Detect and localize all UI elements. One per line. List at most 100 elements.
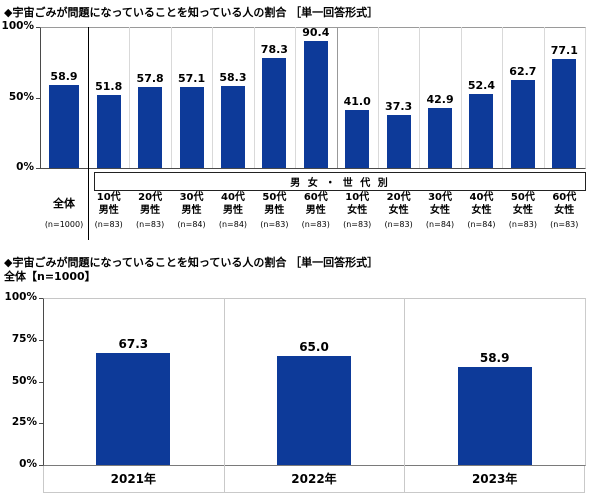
y-axis-tick-mark — [36, 168, 40, 169]
y-axis-tick-mark — [39, 298, 43, 299]
column-grid-line — [543, 27, 545, 168]
bar-value-label: 78.3 — [260, 42, 288, 56]
y-axis-tick-mark — [39, 381, 43, 383]
chart2-year-label-strip — [43, 466, 585, 493]
year-section-divider — [223, 298, 225, 493]
bar-value-label: 65.0 — [299, 340, 329, 355]
bar — [179, 87, 204, 168]
y-axis-tick-label: 75% — [11, 332, 37, 345]
bar-value-label: 41.0 — [343, 95, 371, 109]
column-grid-line — [377, 27, 379, 168]
bar-value-label: 67.3 — [118, 336, 149, 351]
bar — [428, 107, 453, 168]
bar-value-label: 90.4 — [302, 25, 330, 39]
gender-age-band-box: 男 女 ・ 世 代 別 — [94, 172, 586, 191]
sample-size-label: (n=83) — [260, 220, 289, 229]
y-axis-tick-mark — [36, 27, 40, 28]
category-label: 10代 女性 — [345, 192, 370, 216]
bar-value-label: 57.8 — [136, 71, 164, 85]
sample-size-label: (n=84) — [467, 220, 496, 229]
sample-size-label: (n=1000) — [44, 220, 84, 229]
chart1-title: ◆宇宙ごみが問題になっていることを知っている人の割合 ［単一回答形式］ — [4, 6, 379, 19]
total-separator-line — [88, 27, 89, 240]
bar-value-label: 57.1 — [177, 72, 206, 86]
column-grid-line — [253, 27, 255, 168]
y-axis-tick-label: 0% — [16, 161, 34, 173]
bar-value-label: 52.4 — [467, 79, 496, 93]
y-axis-tick-mark — [39, 423, 43, 425]
bar — [552, 59, 577, 168]
column-grid-line — [212, 27, 214, 168]
y-axis-tick-mark — [39, 339, 43, 341]
year-label: 2023年 — [471, 472, 518, 486]
bar-value-label: 77.1 — [550, 44, 578, 58]
column-grid-line — [460, 27, 462, 168]
sample-size-label: (n=83) — [136, 220, 165, 229]
bar — [262, 57, 287, 168]
bar — [138, 86, 163, 168]
sample-size-label: (n=84) — [218, 220, 248, 229]
bar — [457, 366, 532, 465]
sample-size-label: (n=83) — [508, 220, 537, 229]
category-label: 20代 女性 — [386, 192, 411, 216]
year-label: 2021年 — [110, 472, 157, 486]
bar — [49, 84, 79, 168]
bar-value-label: 58.3 — [219, 70, 247, 84]
year-section-divider — [404, 298, 406, 493]
y-axis-tick-mark — [39, 465, 43, 466]
category-label: 50代 女性 — [510, 192, 535, 216]
bar — [277, 356, 351, 465]
bar-value-label: 42.9 — [426, 92, 454, 106]
bar — [386, 115, 411, 168]
y-axis-tick-mark — [36, 97, 40, 99]
bar — [510, 79, 535, 168]
sample-size-label: (n=83) — [94, 220, 123, 229]
bar-value-label: 58.9 — [50, 69, 78, 83]
male-female-separator-line — [336, 27, 338, 168]
column-grid-line — [170, 27, 172, 168]
bar-value-label: 62.7 — [509, 64, 537, 78]
sample-size-label: (n=83) — [301, 220, 330, 229]
y-axis-tick-label: 25% — [11, 416, 37, 429]
sample-size-label: (n=84) — [425, 220, 455, 229]
column-grid-line — [295, 27, 297, 168]
category-label: 30代 男性 — [179, 192, 204, 216]
y-axis-tick-label: 50% — [8, 90, 34, 103]
year-label: 2022年 — [291, 472, 337, 486]
bar-value-label: 51.8 — [95, 79, 123, 93]
category-label: 10代 男性 — [96, 192, 121, 216]
bar — [469, 94, 494, 168]
bar — [220, 85, 245, 168]
y-axis-tick-label: 100% — [1, 20, 34, 32]
bar — [345, 110, 370, 168]
category-label: 全体 — [53, 197, 75, 210]
sample-size-label: (n=83) — [343, 220, 372, 229]
category-label: 20代 男性 — [138, 192, 163, 216]
bar-value-label: 37.3 — [385, 100, 413, 114]
category-label: 60代 男性 — [303, 192, 328, 216]
y-axis-tick-label: 100% — [4, 291, 37, 303]
sample-size-label: (n=83) — [384, 220, 413, 229]
category-label: 40代 女性 — [469, 192, 494, 216]
category-label: 50代 男性 — [262, 192, 287, 216]
category-label: 40代 男性 — [220, 192, 245, 216]
category-label: 30代 女性 — [428, 192, 452, 216]
bar — [96, 94, 121, 168]
category-label: 60代 女性 — [552, 192, 577, 216]
y-axis-tick-label: 50% — [11, 374, 37, 387]
y-axis-tick-label: 0% — [19, 458, 37, 470]
bar — [96, 352, 171, 465]
sample-size-label: (n=83) — [550, 220, 579, 229]
column-grid-line — [419, 27, 421, 168]
chart2-title: ◆宇宙ごみが問題になっていることを知っている人の割合 ［単一回答形式］ — [4, 256, 379, 269]
column-grid-line — [129, 27, 131, 168]
chart2-subtitle: 全体【n=1000】 — [4, 270, 96, 283]
sample-size-label: (n=84) — [177, 220, 206, 229]
column-grid-line — [502, 27, 504, 168]
bar — [303, 40, 328, 168]
bar-value-label: 58.9 — [479, 350, 510, 365]
gender-age-band-label: 男 女 ・ 世 代 別 — [290, 178, 390, 189]
